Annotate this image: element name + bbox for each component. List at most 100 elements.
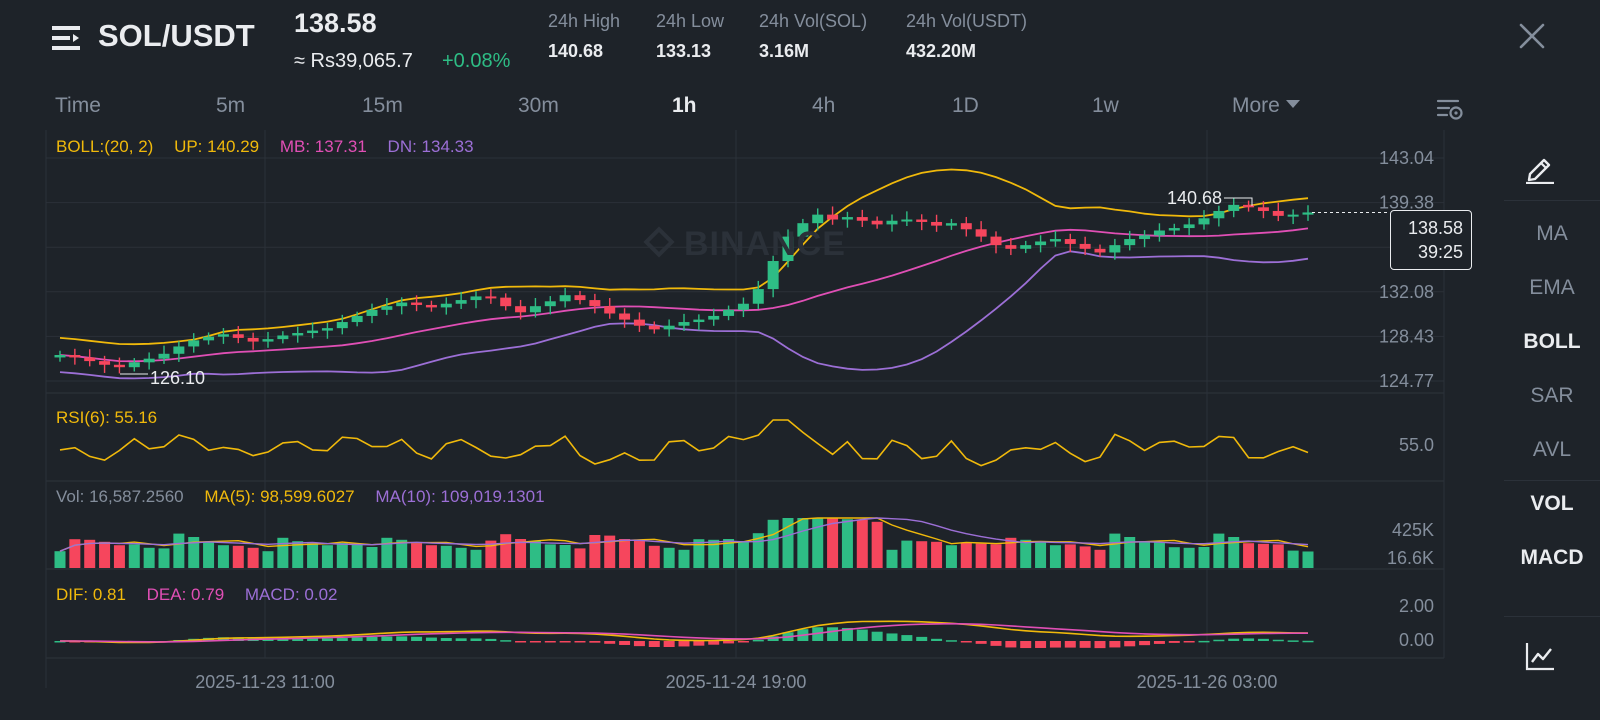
tab-1d[interactable]: 1D (952, 94, 979, 117)
volume-bar (589, 535, 601, 568)
indicator-ma[interactable]: MA (1536, 222, 1568, 245)
indicator-avl[interactable]: AVL (1532, 438, 1572, 461)
volume-bar (1257, 543, 1269, 568)
candle-body (1079, 243, 1091, 249)
stat-24h-low: 24h Low 133.13 (656, 11, 724, 62)
watermark-text: BINANCE (684, 225, 846, 263)
macd-histogram-bar (619, 641, 631, 645)
tab-4h[interactable]: 4h (812, 94, 836, 117)
close-icon[interactable] (1518, 22, 1546, 50)
macd-histogram-bar (1049, 641, 1061, 648)
candle-body (1064, 239, 1076, 244)
volume-ma10-line (59, 517, 1309, 552)
tab-time[interactable]: Time (55, 94, 101, 117)
macd-histogram-bar (589, 641, 601, 643)
volume-bar (975, 543, 987, 568)
volume-bar (54, 551, 66, 568)
stat-label: 24h Vol(SOL) (759, 11, 868, 31)
chart-settings-icon[interactable] (1436, 96, 1464, 122)
volume-bar (1198, 547, 1210, 568)
volume-bar (559, 545, 571, 568)
current-price: 138.58 (1407, 218, 1463, 238)
indicator-macd[interactable]: MACD (1520, 546, 1584, 569)
menu-icon[interactable] (52, 24, 84, 52)
candle-body (767, 261, 779, 290)
volume-bar (782, 518, 794, 568)
candle-body (366, 309, 378, 316)
volume-bar (336, 543, 348, 568)
volume-bar (1228, 537, 1240, 568)
candle-body (1005, 245, 1017, 249)
macd-value: MACD: 0.02 (244, 585, 338, 604)
macd-histogram-bar (693, 641, 705, 646)
volume-bar (217, 545, 229, 568)
candle-body (292, 333, 304, 336)
interval-tabs: Time 5m 15m 30m 1h 4h 1D 1w More (0, 90, 1480, 130)
volume-bar (827, 518, 839, 568)
candle-body (217, 334, 229, 337)
tab-more-dropdown[interactable]: More (1232, 94, 1300, 118)
macd-histogram-bar (1287, 640, 1299, 642)
macd-histogram-bar (812, 627, 824, 641)
volume-bar (619, 539, 631, 568)
candle-body (797, 223, 809, 237)
time-axis-label: 2025-11-24 19:00 (666, 672, 807, 692)
current-price-badge[interactable]: 138.58 39:25 (1390, 210, 1472, 270)
volume-bar (351, 545, 363, 568)
kline-chart[interactable]: 143.04 139.38 132.08 128.43 124.77 140.68 126.… (0, 130, 1480, 708)
tab-1w[interactable]: 1w (1092, 94, 1119, 117)
tab-1h[interactable]: 1h (672, 94, 697, 117)
macd-legend: DIF: 0.81 DEA: 0.79 MACD: 0.02 (56, 585, 353, 605)
macd-histogram-bar (381, 636, 393, 641)
volume-bar (663, 547, 675, 568)
volume-bar (767, 519, 779, 568)
indicator-boll[interactable]: BOLL (1523, 330, 1581, 353)
volume-bar (158, 548, 170, 568)
stat-label: 24h High (548, 11, 621, 31)
pencil-draw-icon[interactable] (1524, 152, 1556, 184)
line-chart-icon[interactable] (1524, 640, 1556, 672)
candle-body (1109, 245, 1121, 253)
candle-body (916, 219, 928, 222)
volume-bar (529, 541, 541, 568)
macd-histogram-bar (217, 637, 229, 641)
indicator-sar[interactable]: SAR (1530, 384, 1574, 407)
price-axis-label: 139.38 (1379, 193, 1434, 213)
macd-histogram-bar (529, 641, 541, 643)
macd-histogram-bar (990, 641, 1002, 646)
macd-histogram-bar (648, 641, 660, 647)
rsi-line (59, 419, 1309, 467)
macd-histogram-bar (1079, 641, 1091, 648)
volume-bar (500, 534, 512, 568)
macd-histogram-bar (1020, 641, 1032, 649)
volume-bar (1272, 544, 1284, 568)
indicator-vol[interactable]: VOL (1530, 492, 1574, 515)
volume-bar (143, 547, 155, 568)
macd-histogram-bar (515, 641, 527, 643)
macd-histogram-bar (1302, 640, 1314, 643)
candle-body (901, 219, 913, 222)
macd-histogram-bar (1139, 641, 1151, 646)
candle-body (277, 335, 289, 340)
macd-histogram-bar (1124, 641, 1136, 647)
volume-bar (708, 539, 720, 568)
volume-bar (455, 547, 467, 568)
macd-histogram-bar (544, 641, 556, 643)
time-axis-label: 2025-11-26 03:00 (1137, 672, 1278, 692)
macd-histogram-bar (411, 636, 423, 641)
macd-histogram-bar (1168, 641, 1180, 643)
candle-body (515, 306, 527, 313)
macd-histogram-bar (633, 641, 645, 647)
indicator-ema[interactable]: EMA (1529, 276, 1575, 299)
high-marker-line (1224, 197, 1253, 206)
tab-5m[interactable]: 5m (216, 94, 246, 117)
macd-histogram-bar (277, 638, 289, 641)
macd-histogram-bar (604, 641, 616, 644)
pair-title[interactable]: SOL/USDT (98, 18, 255, 53)
candle-body (589, 300, 601, 307)
price-axis-label: 124.77 (1379, 371, 1434, 391)
tab-15m[interactable]: 15m (362, 94, 403, 117)
candle-body (500, 297, 512, 307)
candle-body (247, 337, 259, 342)
tab-30m[interactable]: 30m (518, 94, 559, 117)
